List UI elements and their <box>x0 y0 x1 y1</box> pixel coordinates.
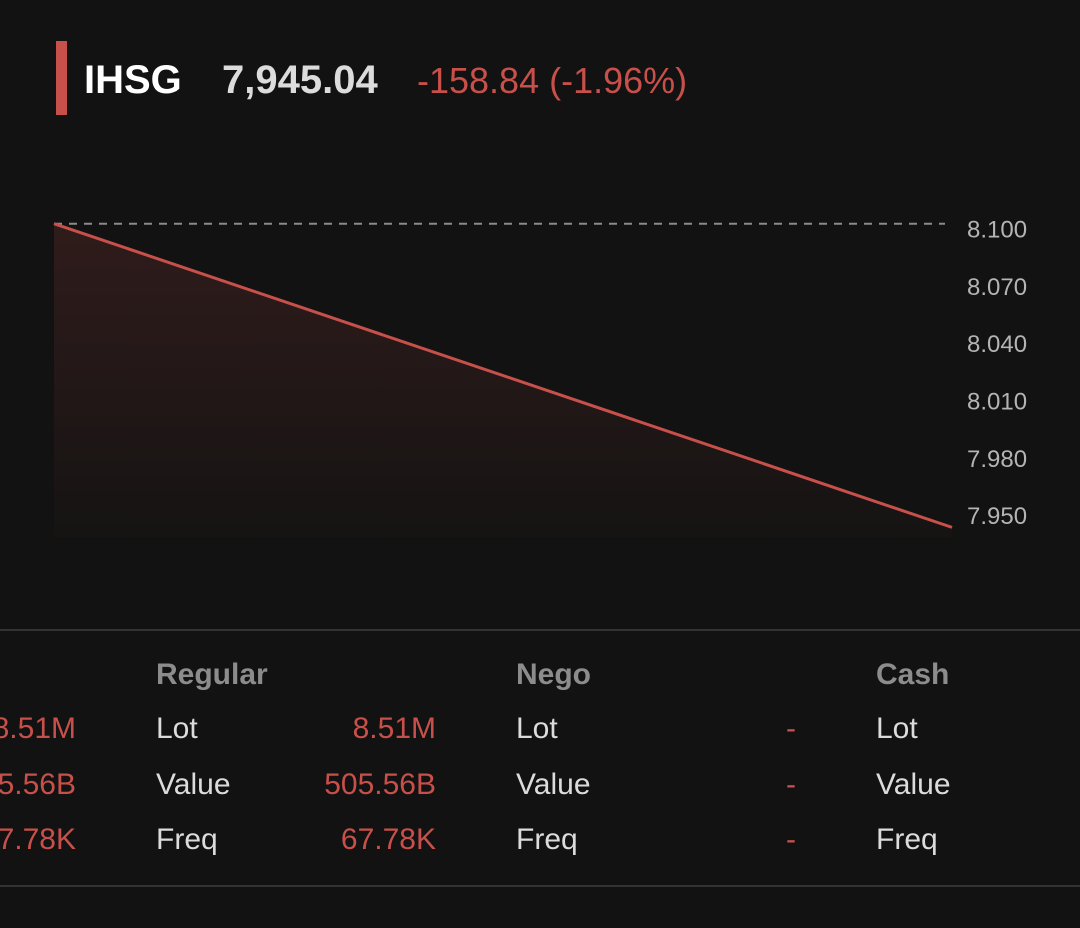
row-value: - <box>786 712 796 745</box>
y-tick-label: 7.980 <box>967 446 1027 473</box>
y-tick-label: 8.100 <box>967 216 1027 243</box>
row-label: Value <box>156 768 231 801</box>
column-title: Cash <box>876 658 950 691</box>
row-label: Value <box>876 768 951 801</box>
all-value: 505.56B <box>0 768 76 801</box>
y-tick-label: 8.010 <box>967 389 1027 416</box>
row-value: 67.78K <box>340 823 436 856</box>
all-value: 67.78K <box>0 823 76 856</box>
price: 7,945.04 <box>222 58 378 102</box>
row-value: 505.56B <box>324 768 436 801</box>
row-value: - <box>786 768 796 801</box>
y-tick-label: 7.950 <box>967 503 1027 530</box>
column-title: Regular <box>156 658 268 691</box>
chart: 7.950 7.980 8.010 8.040 8.070 8.100 <box>53 216 1027 537</box>
y-tick-label: 8.070 <box>967 274 1027 301</box>
area <box>54 223 952 537</box>
row-label: Freq <box>156 823 218 856</box>
divider <box>0 885 1080 887</box>
change: -158.84 (-1.96%) <box>417 60 688 101</box>
row-label: Freq <box>516 823 578 856</box>
row-label: Value <box>516 768 591 801</box>
row-label: Lot <box>876 712 918 745</box>
accent-bar <box>56 41 67 115</box>
symbol: IHSG <box>84 58 182 102</box>
row-value: - <box>786 823 796 856</box>
row-label: Lot <box>156 712 198 745</box>
y-tick-label: 8.040 <box>967 331 1027 358</box>
row-value: 8.51M <box>352 712 436 745</box>
divider <box>0 629 1080 631</box>
line <box>53 222 953 529</box>
row-label: Lot <box>516 712 558 745</box>
column-title: Nego <box>516 658 591 691</box>
row-label: Freq <box>876 823 938 856</box>
all-value: 8.51M <box>0 712 76 745</box>
